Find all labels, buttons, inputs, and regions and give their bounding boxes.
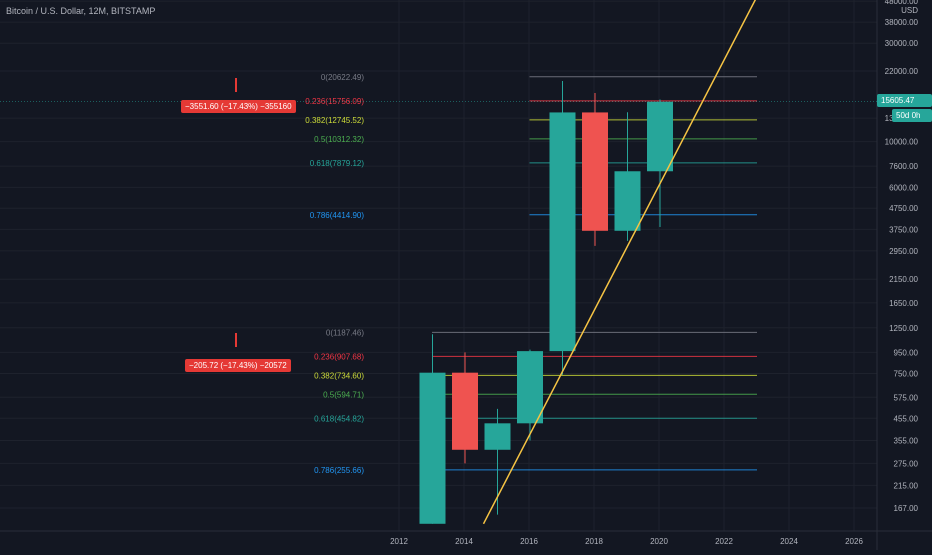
y-tick-label: 355.00 xyxy=(894,436,919,445)
candle-body[interactable] xyxy=(517,351,543,424)
y-tick-label: 7600.00 xyxy=(889,162,918,171)
y-tick-label: 6000.00 xyxy=(889,183,918,192)
y-tick-label: 575.00 xyxy=(894,393,919,402)
measure-badge-upper: −3551.60 (−17.43%) −355160 xyxy=(181,100,296,113)
y-tick-label: 3750.00 xyxy=(889,225,918,234)
candle-body[interactable] xyxy=(452,372,478,450)
x-tick-label: 2014 xyxy=(455,537,473,546)
fib-level-label: 0(20622.49) xyxy=(321,73,364,82)
x-tick-label: 2020 xyxy=(650,537,668,546)
y-tick-label: 750.00 xyxy=(894,370,919,379)
candle-body[interactable] xyxy=(614,171,641,231)
candle-body[interactable] xyxy=(549,112,576,352)
x-tick-label: 2012 xyxy=(390,537,408,546)
symbol-header[interactable]: Bitcoin / U.S. Dollar, 12M, BITSTAMP xyxy=(6,6,156,16)
candle-body[interactable] xyxy=(582,112,608,231)
fib-level-label: 0.236(907.68) xyxy=(314,352,364,361)
fib-level-label: 0.5(10312.32) xyxy=(314,135,364,144)
y-tick-label: 1250.00 xyxy=(889,324,918,333)
x-tick-label: 2024 xyxy=(780,537,798,546)
countdown-label: 50d 0h xyxy=(892,109,932,122)
fib-level-label: 0.618(454.82) xyxy=(314,414,364,423)
x-tick-label: 2022 xyxy=(715,537,733,546)
y-tick-label: 48000.00 xyxy=(885,0,919,6)
y-tick-label: 950.00 xyxy=(894,348,919,357)
y-tick-label: 10000.00 xyxy=(885,138,919,147)
candle-body[interactable] xyxy=(419,372,446,524)
x-tick-label: 2026 xyxy=(845,537,863,546)
y-tick-label: 2150.00 xyxy=(889,275,918,284)
fib-level-label: 0(1187.46) xyxy=(326,328,364,337)
last-price-label: 15605.47 xyxy=(877,94,932,107)
y-tick-label: 215.00 xyxy=(894,481,919,490)
y-tick-label: 455.00 xyxy=(894,414,919,423)
fib-level-label: 0.786(255.66) xyxy=(314,466,364,475)
y-tick-label: 167.00 xyxy=(894,504,919,513)
measure-badge-lower: −205.72 (−17.43%) −20572 xyxy=(185,359,291,372)
y-tick-label: 275.00 xyxy=(894,459,919,468)
currency-label: USD xyxy=(901,6,918,15)
x-tick-label: 2016 xyxy=(520,537,538,546)
candle-body[interactable] xyxy=(647,101,673,172)
trendline[interactable] xyxy=(482,0,757,525)
fib-level-label: 0.5(594.71) xyxy=(323,390,364,399)
candle-body[interactable] xyxy=(484,423,511,450)
fib-level-label: 0.382(734.60) xyxy=(314,371,364,380)
fib-level-label: 0.236(15756.09) xyxy=(305,97,364,106)
fib-level-label: 0.618(7879.12) xyxy=(310,159,365,168)
fib-level-label: 0.382(12745.52) xyxy=(305,116,364,125)
x-tick-label: 2018 xyxy=(585,537,603,546)
y-tick-label: 4750.00 xyxy=(889,204,918,213)
fib-level-label: 0.786(4414.90) xyxy=(310,211,365,220)
y-tick-label: 38000.00 xyxy=(885,18,919,27)
y-tick-label: 2950.00 xyxy=(889,247,918,256)
y-tick-label: 1650.00 xyxy=(889,299,918,308)
y-tick-label: 22000.00 xyxy=(885,67,919,76)
y-tick-label: 30000.00 xyxy=(885,39,919,48)
